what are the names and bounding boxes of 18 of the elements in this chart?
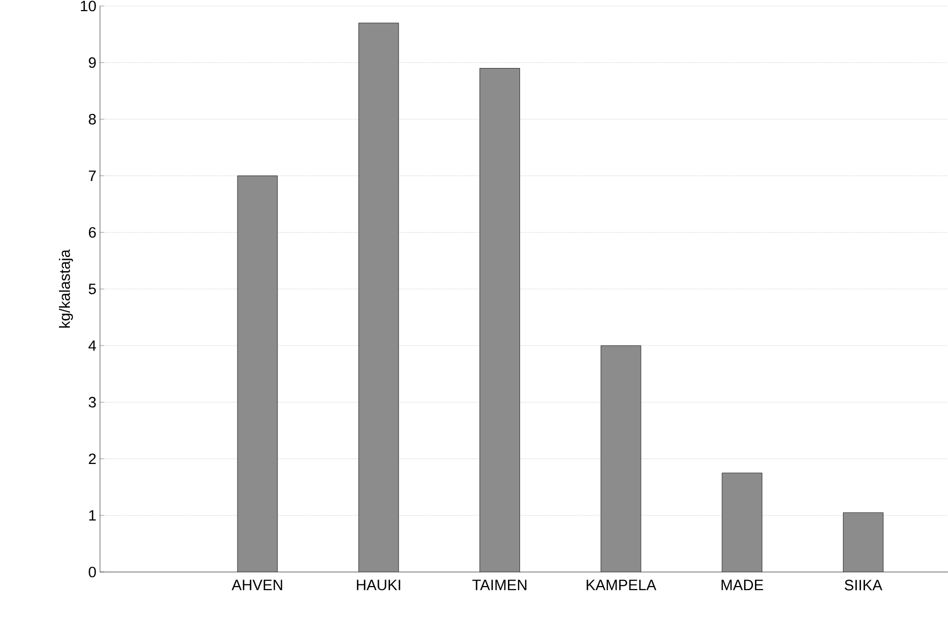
y-axis-title: kg/kalastaja <box>58 249 73 328</box>
y-tick-label: 1 <box>89 510 96 521</box>
y-tick-label: 2 <box>88 454 96 464</box>
x-tick-label: KAMPELA <box>586 580 656 590</box>
y-tick-label: 0 <box>88 566 96 578</box>
x-tick-label: SIIKA <box>844 580 882 590</box>
x-tick-label: TAIMEN <box>472 580 526 590</box>
y-tick-label: 6 <box>88 227 96 238</box>
x-tick-label: AHVEN <box>232 580 282 590</box>
y-tick-label: 8 <box>88 114 96 124</box>
y-tick-label: 7 <box>88 170 96 181</box>
y-tick-label: 4 <box>88 340 96 351</box>
x-tick-label: MADE <box>722 580 764 590</box>
x-tick-label: HAUKI <box>356 580 400 590</box>
y-tick-label: 9 <box>88 57 96 68</box>
y-tick-label: 5 <box>88 284 96 294</box>
y-tick-label: 3 <box>88 396 96 408</box>
y-tick-label: 10 <box>80 0 96 12</box>
